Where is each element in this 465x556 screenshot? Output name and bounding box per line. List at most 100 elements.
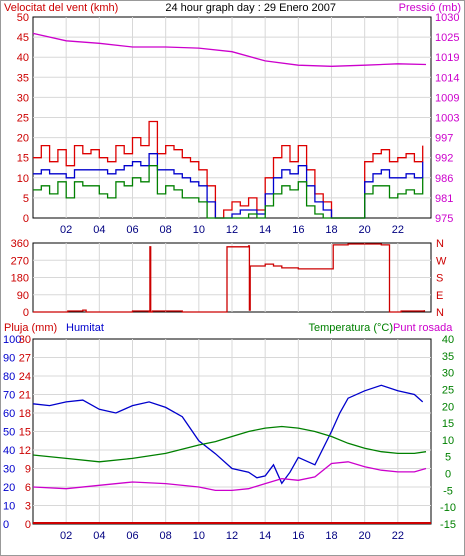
humitat-line bbox=[32, 384, 424, 485]
compass-label: W bbox=[436, 255, 447, 267]
rain-tick-label: 30 bbox=[19, 334, 31, 346]
temperature-axis-title: Temperatura (°C) bbox=[309, 322, 393, 334]
direction-tick-label: 180 bbox=[11, 273, 29, 285]
direction-tick-label: 90 bbox=[17, 290, 29, 302]
compass-label: N bbox=[436, 307, 444, 319]
pressure-axis-title: Pressió (mb) bbox=[399, 2, 461, 14]
top-x-tick-label: 04 bbox=[93, 224, 105, 236]
top-x-tick-label: 12 bbox=[226, 224, 238, 236]
bottom-x-tick-label: 02 bbox=[60, 530, 72, 542]
wind-tick-label: 40 bbox=[17, 52, 29, 64]
humidity-tick-label: 90 bbox=[3, 353, 15, 365]
humidity-tick-label: 10 bbox=[3, 501, 15, 513]
temperature-tick-label: 15 bbox=[442, 418, 454, 430]
top-x-tick-label: 06 bbox=[126, 224, 138, 236]
top-x-tick-label: 14 bbox=[259, 224, 271, 236]
rain-tick-label: 24 bbox=[19, 371, 31, 383]
top-x-tick-label: 02 bbox=[60, 224, 72, 236]
bottom-x-tick-label: 22 bbox=[392, 530, 404, 542]
pressure-tick-label: 1003 bbox=[435, 113, 459, 125]
bottom-x-tick-label: 14 bbox=[259, 530, 271, 542]
humidity-tick-label: 80 bbox=[3, 371, 15, 383]
bottom-x-tick-label: 08 bbox=[160, 530, 172, 542]
rain-tick-label: 9 bbox=[25, 464, 31, 476]
top-x-tick-label: 22 bbox=[392, 224, 404, 236]
rain-tick-label: 3 bbox=[25, 501, 31, 513]
wind-tick-label: 10 bbox=[17, 173, 29, 185]
bottom-x-tick-label: 20 bbox=[359, 530, 371, 542]
humidity-tick-label: 100 bbox=[3, 334, 21, 346]
humidity-tick-label: 0 bbox=[3, 519, 9, 531]
rain-tick-label: 12 bbox=[19, 445, 31, 457]
humidity-tick-label: 50 bbox=[3, 427, 15, 439]
temperature-tick-label: 30 bbox=[442, 368, 454, 380]
wind-tick-label: 35 bbox=[17, 72, 29, 84]
wind-series-line bbox=[33, 165, 424, 219]
bottom-x-tick-label: 18 bbox=[325, 530, 337, 542]
rain-tick-label: 18 bbox=[19, 408, 31, 420]
humidity-tick-label: 70 bbox=[3, 390, 15, 402]
top-x-tick-label: 20 bbox=[359, 224, 371, 236]
pressure-tick-label: 1019 bbox=[435, 52, 459, 64]
wind-tick-label: 20 bbox=[17, 133, 29, 145]
pressure-tick-label: 1009 bbox=[435, 92, 459, 104]
bottom-x-tick-label: 16 bbox=[292, 530, 304, 542]
rain-tick-label: 6 bbox=[25, 482, 31, 494]
temperature-tick-label: 25 bbox=[442, 384, 454, 396]
pressure-tick-label: 1025 bbox=[435, 32, 459, 44]
wind-axis-title: Velocitat del vent (kmh) bbox=[4, 2, 118, 14]
rain-tick-label: 27 bbox=[19, 353, 31, 365]
wind-tick-label: 25 bbox=[17, 113, 29, 125]
pressure-tick-label: 986 bbox=[435, 173, 453, 185]
humidity-tick-label: 30 bbox=[3, 464, 15, 476]
compass-label: E bbox=[436, 290, 443, 302]
rain-tick-label: 21 bbox=[19, 390, 31, 402]
wind-tick-label: 5 bbox=[23, 193, 29, 205]
bottom-x-tick-label: 04 bbox=[93, 530, 105, 542]
pressure-line bbox=[32, 32, 427, 67]
temperature-tick-label: 20 bbox=[442, 401, 454, 413]
wind-tick-label: 50 bbox=[17, 12, 29, 24]
temperature-tick-label: 40 bbox=[442, 334, 454, 346]
top-x-tick-label: 18 bbox=[325, 224, 337, 236]
temperature-tick-label: 10 bbox=[442, 435, 454, 447]
pressure-tick-label: 975 bbox=[435, 213, 453, 225]
rain-axis-title: Pluja (mm) bbox=[4, 322, 57, 334]
temperature-tick-label: -10 bbox=[440, 502, 456, 514]
temperature-tick-label: 35 bbox=[442, 351, 454, 363]
wind-tick-label: 45 bbox=[17, 32, 29, 44]
direction-tick-label: 270 bbox=[11, 255, 29, 267]
top-x-tick-label: 10 bbox=[193, 224, 205, 236]
temperature-tick-label: -5 bbox=[443, 485, 453, 497]
bottom-x-tick-label: 06 bbox=[126, 530, 138, 542]
temperature-tick-label: -15 bbox=[440, 519, 456, 531]
humidity-axis-title: Humitat bbox=[66, 322, 104, 334]
temperature-tick-label: 5 bbox=[445, 452, 451, 464]
wind-tick-label: 15 bbox=[17, 153, 29, 165]
direction-tick-label: 360 bbox=[11, 238, 29, 250]
humidity-tick-label: 60 bbox=[3, 408, 15, 420]
top-x-tick-label: 16 bbox=[292, 224, 304, 236]
temperature-tick-label: 0 bbox=[445, 469, 451, 481]
humidity-tick-label: 40 bbox=[3, 445, 15, 457]
bottom-x-tick-label: 10 bbox=[193, 530, 205, 542]
chart-title: 24 hour graph day : 29 Enero 2007 bbox=[165, 2, 336, 14]
punt-rosada-line bbox=[32, 461, 427, 492]
pressure-tick-label: 1030 bbox=[435, 12, 459, 24]
wind-direction-line bbox=[33, 243, 426, 313]
bottom-x-tick-label: 12 bbox=[226, 530, 238, 542]
temperatura-line bbox=[32, 425, 427, 463]
humidity-tick-label: 20 bbox=[3, 482, 15, 494]
top-x-tick-label: 08 bbox=[160, 224, 172, 236]
pressure-tick-label: 981 bbox=[435, 193, 453, 205]
rain-tick-label: 0 bbox=[25, 519, 31, 531]
pressure-tick-label: 992 bbox=[435, 153, 453, 165]
dew-point-axis-title: Punt rosada bbox=[393, 322, 453, 334]
compass-label: N bbox=[436, 238, 444, 250]
compass-label: S bbox=[436, 273, 443, 285]
rain-tick-label: 15 bbox=[19, 427, 31, 439]
wind-tick-label: 30 bbox=[17, 92, 29, 104]
wind-tick-label: 0 bbox=[23, 213, 29, 225]
pressure-tick-label: 1014 bbox=[435, 72, 459, 84]
